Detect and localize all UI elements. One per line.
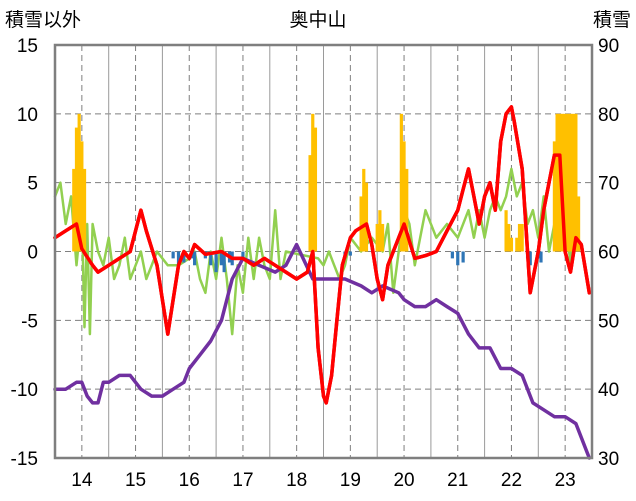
plot-marks bbox=[53, 105, 592, 460]
x-tick-label: 20 bbox=[393, 470, 414, 491]
bar-mark bbox=[311, 113, 315, 252]
bar-mark bbox=[405, 168, 409, 252]
bar-mark bbox=[402, 141, 406, 252]
bar-mark bbox=[72, 168, 76, 252]
x-tick-label: 15 bbox=[125, 470, 146, 491]
y-right-tick-label: 80 bbox=[598, 105, 619, 126]
bar-mark bbox=[364, 182, 369, 252]
bar-mark bbox=[520, 223, 524, 252]
bar-mark bbox=[219, 251, 224, 266]
x-tick-label: 19 bbox=[340, 470, 361, 491]
bar-mark bbox=[362, 168, 366, 252]
bar-mark bbox=[241, 251, 245, 259]
y-left-tick-label: 10 bbox=[17, 105, 38, 126]
bar-mark bbox=[504, 210, 508, 252]
y-right-tick-label: 90 bbox=[598, 36, 619, 57]
plot-frame bbox=[53, 43, 594, 460]
y-left-tick-label: -10 bbox=[11, 380, 38, 401]
y-right-tick-label: 60 bbox=[598, 243, 619, 264]
bar-mark bbox=[80, 141, 84, 252]
bar-mark bbox=[576, 196, 581, 252]
y-left-axis-label: 積雪以外 bbox=[5, 9, 81, 31]
bar-mark bbox=[193, 251, 197, 266]
bar-mark bbox=[507, 223, 511, 252]
bar-mark bbox=[571, 113, 575, 252]
y-left-tick-label: 5 bbox=[27, 174, 38, 195]
series-line-top bbox=[53, 105, 592, 405]
bar-mark bbox=[515, 237, 519, 252]
bar-mark bbox=[509, 237, 514, 252]
bar-mark bbox=[574, 113, 578, 252]
x-tick-label: 18 bbox=[286, 470, 307, 491]
y-left-tick-label: 0 bbox=[27, 243, 38, 264]
bar-mark bbox=[359, 196, 363, 252]
chart-title: 奥中山 bbox=[289, 9, 346, 31]
bar-mark bbox=[82, 168, 87, 252]
x-tick-label: 23 bbox=[555, 470, 576, 491]
bar-mark bbox=[176, 251, 181, 266]
grid bbox=[55, 45, 592, 458]
bar-mark bbox=[348, 251, 352, 256]
bar-mark bbox=[568, 113, 573, 252]
x-tick-label: 17 bbox=[232, 470, 253, 491]
bar-mark bbox=[308, 155, 312, 252]
y-right-tick-label: 40 bbox=[598, 380, 619, 401]
bar-mark bbox=[74, 127, 79, 252]
x-tick-label: 21 bbox=[447, 470, 468, 491]
bar-mark bbox=[552, 141, 557, 252]
bar-mark bbox=[77, 113, 81, 252]
bar-mark bbox=[528, 251, 532, 266]
bar-mark bbox=[450, 251, 454, 259]
bar-mark bbox=[456, 251, 460, 266]
y-left-tick-label: -5 bbox=[21, 311, 38, 332]
bar-mark bbox=[461, 251, 465, 263]
bar-mark bbox=[313, 127, 318, 252]
bar-mark bbox=[563, 113, 567, 252]
y-right-axis-label: 積雪 bbox=[593, 9, 631, 31]
y-right-tick-label: 30 bbox=[598, 449, 619, 470]
y-right-tick-label: 50 bbox=[598, 311, 619, 332]
bar-mark bbox=[517, 223, 522, 252]
y-left-tick-label: -15 bbox=[11, 449, 38, 470]
bar-mark bbox=[378, 210, 382, 252]
x-tick-label: 16 bbox=[179, 470, 200, 491]
x-tick-label: 14 bbox=[71, 470, 93, 491]
bar-mark bbox=[380, 223, 385, 252]
bar-mark bbox=[222, 251, 226, 273]
bar-mark bbox=[214, 251, 218, 273]
bar-mark bbox=[209, 251, 213, 266]
bar-mark bbox=[566, 113, 570, 252]
bar-mark bbox=[399, 113, 403, 252]
y-right-tick-label: 70 bbox=[598, 174, 619, 195]
bar-mark bbox=[539, 251, 543, 263]
bar-mark bbox=[375, 223, 379, 252]
x-tick-label: 22 bbox=[501, 470, 522, 491]
bar-mark bbox=[555, 113, 559, 252]
bar-mark bbox=[182, 251, 186, 263]
y-left-tick-label: 15 bbox=[17, 36, 38, 57]
bar-mark bbox=[171, 251, 175, 259]
